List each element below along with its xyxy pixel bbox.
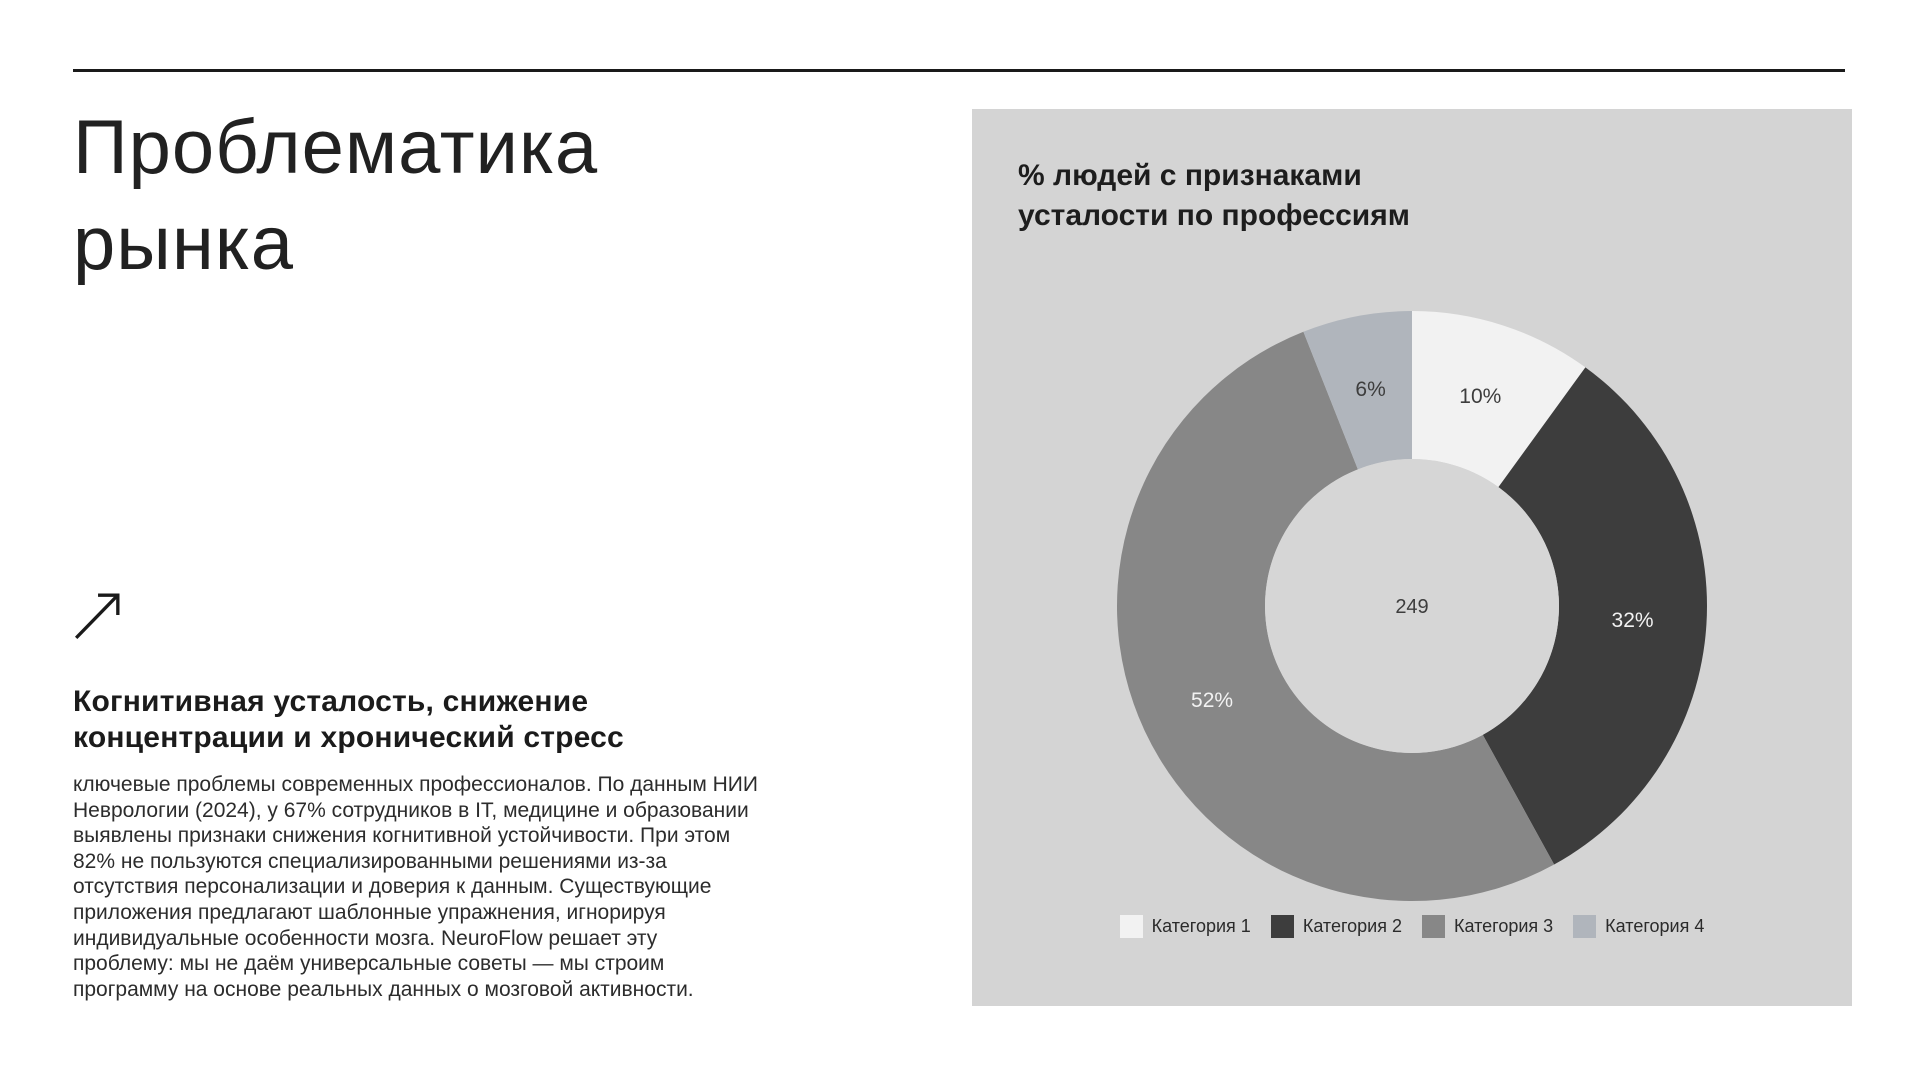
legend-swatch-icon	[1573, 915, 1597, 938]
body-line: индивидуальные особенности мозга. NeuroF…	[73, 926, 658, 950]
slice-percentage-label: 32%	[1612, 609, 1654, 632]
body-paragraph: ключевые проблемы современных профессион…	[73, 772, 758, 1002]
chart-legend: Категория 1 Категория 2 Категория 3 Категор…	[972, 915, 1852, 938]
body-line: Неврологии (2024), у 67% сотрудников в I…	[73, 798, 749, 822]
legend-swatch-icon	[1422, 915, 1445, 938]
legend-label: Категория 2	[1302, 916, 1402, 936]
legend-label: Категория 4	[1605, 916, 1705, 936]
donut-segment-1	[1412, 311, 1586, 488]
legend-swatch-icon	[1119, 915, 1143, 938]
section-heading: Когнитивная усталость, снижение концентр…	[73, 685, 624, 754]
body-line: ключевые проблемы современных профессион…	[73, 773, 758, 796]
legend-label: Категория 3	[1454, 916, 1554, 936]
top-divider	[73, 69, 1845, 72]
donut-chart: 10% 32% 52% 6% 249	[1117, 311, 1707, 901]
chart-title: % людей с признаками усталости по профес…	[1018, 159, 1410, 232]
body-line: выявлены признаки снижения когнитивной у…	[73, 824, 731, 848]
page-title: Проблематика рынка	[73, 105, 599, 286]
legend-item: Категория 1	[1119, 915, 1251, 938]
legend-item: Категория 2	[1270, 915, 1402, 938]
body-line: программу на основе реальных данных о мо…	[73, 977, 694, 1001]
body-line: 82% не пользуются специализированными ре…	[73, 849, 667, 873]
legend-item: Категория 3	[1422, 915, 1553, 938]
legend-label: Категория 1	[1151, 916, 1251, 936]
body-line: отсутствия персонализации и доверия к да…	[73, 875, 712, 899]
slice-percentage-label: 52%	[1191, 689, 1233, 712]
donut-segment-3	[1117, 331, 1555, 901]
donut-segment-2	[1482, 367, 1707, 865]
slice-percentage-label: 6%	[1355, 378, 1385, 401]
legend-swatch-icon	[1270, 915, 1294, 938]
donut-hole	[1265, 459, 1559, 753]
legend-item: Категория 4	[1573, 915, 1704, 938]
slice-percentage-label: 10%	[1459, 385, 1501, 408]
body-line: проблему: мы не даём универсальные совет…	[73, 952, 665, 976]
donut-segment-4	[1303, 311, 1412, 470]
donut-center-value: 249	[1395, 596, 1428, 618]
chart-panel: % людей с признаками усталости по профес…	[972, 109, 1852, 1006]
body-line: приложения предлагают шаблонные упражнен…	[73, 900, 666, 924]
up-right-arrow-icon	[74, 593, 120, 640]
